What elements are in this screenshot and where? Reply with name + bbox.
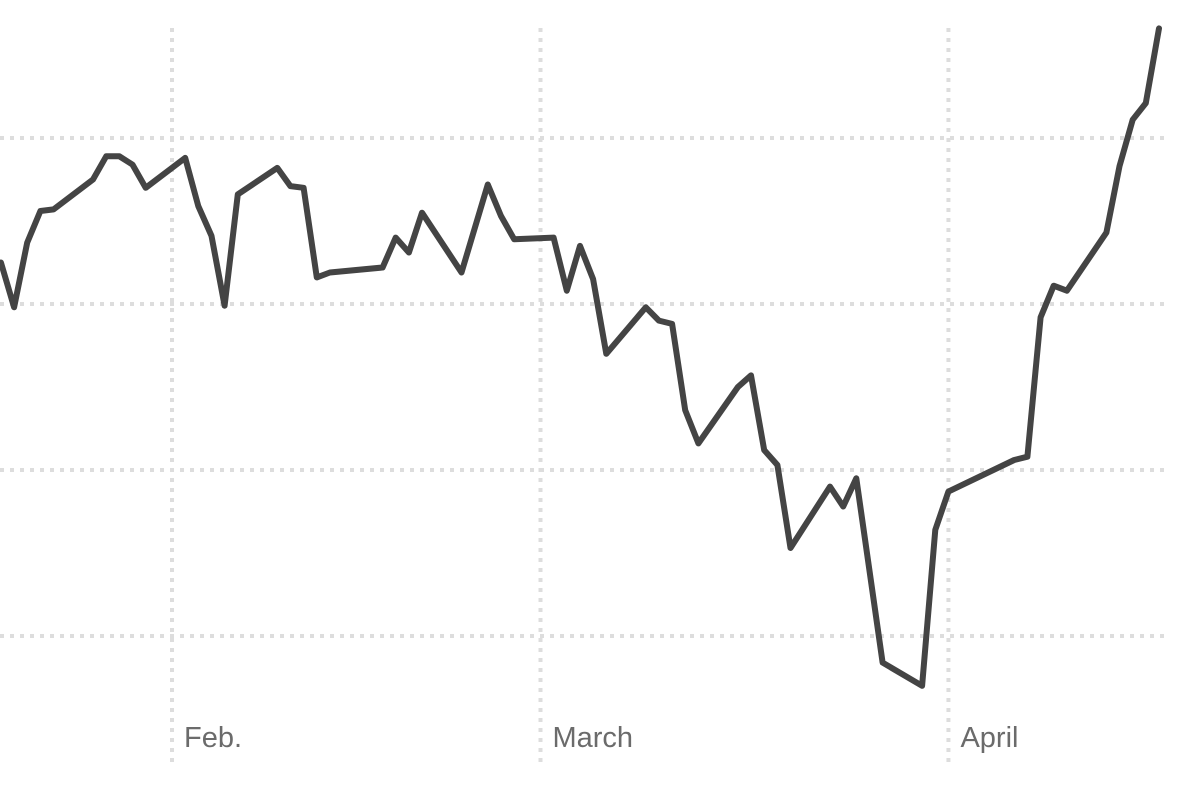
- x-tick-label: Feb.: [184, 722, 242, 754]
- x-tick-label: March: [552, 722, 633, 754]
- x-tick-label: April: [960, 722, 1018, 754]
- series-line: [0, 25, 1162, 689]
